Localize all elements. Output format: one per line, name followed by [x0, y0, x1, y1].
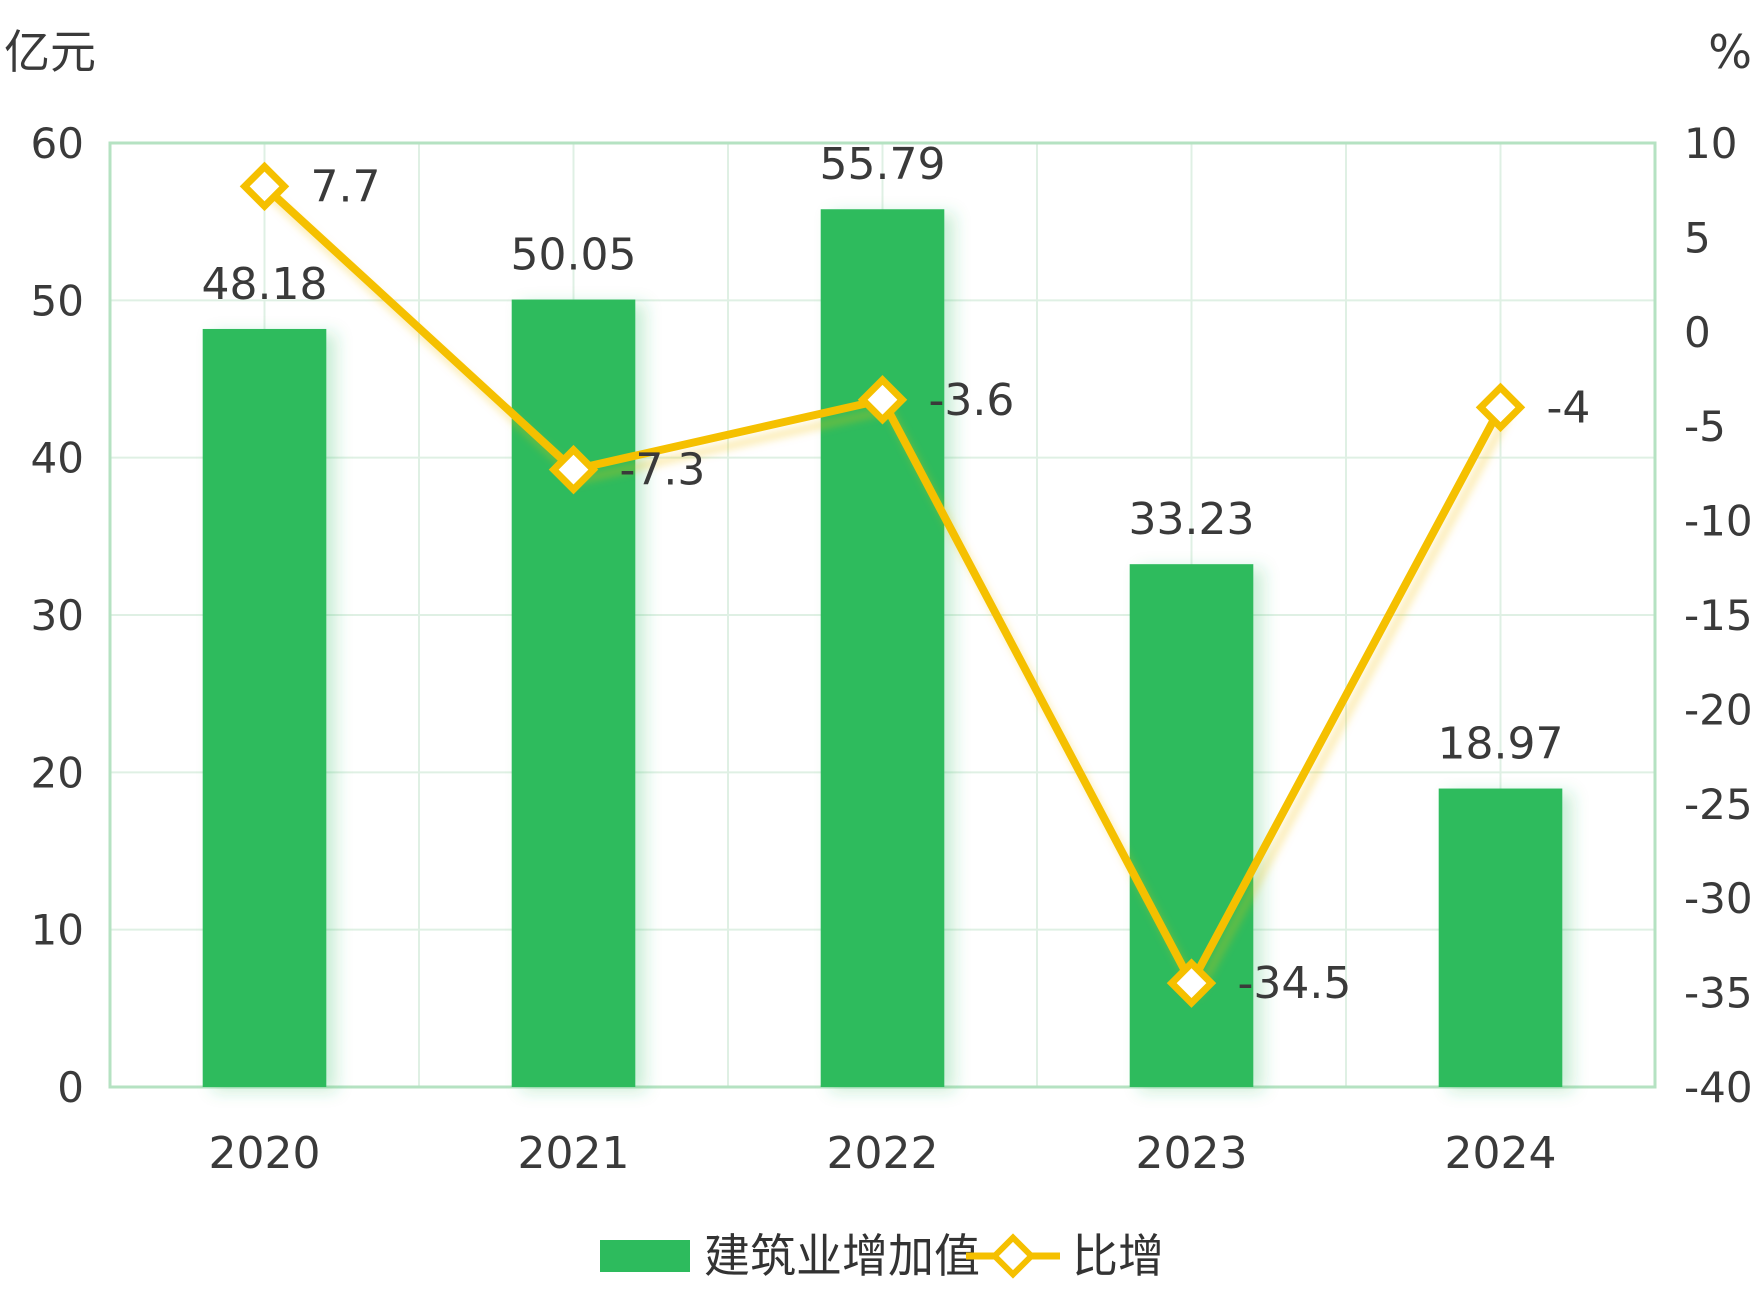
right-y-tick-label: -35: [1684, 969, 1753, 1018]
line-value-label: -34.5: [1238, 958, 1352, 1009]
legend: 建筑业增加值 比增: [600, 1229, 1164, 1283]
right-y-tick-label: 5: [1684, 213, 1711, 262]
left-y-tick-label: 30: [31, 591, 84, 640]
line-series: [239, 161, 1526, 1008]
bar: [511, 299, 636, 1088]
right-y-tick-label: 10: [1684, 119, 1737, 168]
right-y-tick-label: -10: [1684, 497, 1753, 546]
line-point-marker: [857, 375, 908, 425]
bar-value-label: 48.18: [202, 259, 328, 310]
left-y-tick-label: 60: [31, 119, 84, 168]
x-tick-label: 2020: [209, 1128, 321, 1179]
bar-value-label: 18.97: [1438, 719, 1564, 770]
data-labels: 48.18 50.05 55.79 33.23 18.97 7.7 -7.3 -3.6 -34.…: [202, 139, 1591, 1009]
line-value-label: 7.7: [311, 161, 381, 212]
right-y-tick-label: -15: [1684, 591, 1753, 640]
bar-value-label: 50.05: [511, 230, 637, 281]
left-y-tick-label: 50: [31, 276, 84, 325]
bar: [1129, 564, 1254, 1087]
bar-value-label: 55.79: [820, 139, 946, 190]
line-point-marker: [239, 161, 290, 212]
right-y-tick-label: -40: [1684, 1063, 1753, 1112]
right-y-tick-label: 0: [1684, 308, 1711, 357]
line-point-marker: [1166, 958, 1217, 1008]
bar-value-label: 33.23: [1129, 494, 1255, 545]
bars: [202, 209, 1563, 1088]
left-y-tick-label: 40: [31, 434, 84, 483]
axes: 0 10 20 30 40 50 60 -40 -35 -30 -25 -20 -15 -10 -5 0 5 10…: [31, 119, 1753, 1179]
left-axis-unit: 亿元: [4, 25, 96, 79]
left-y-tick-label: 0: [57, 1063, 84, 1112]
bar: [202, 328, 327, 1087]
x-tick-label: 2021: [518, 1128, 630, 1179]
legend-bar-label: 建筑业增加值: [704, 1229, 980, 1283]
right-y-tick-label: -20: [1684, 685, 1753, 734]
right-axis-unit: %: [1708, 25, 1752, 79]
right-y-tick-label: -30: [1684, 874, 1753, 923]
right-y-tick-label: -25: [1684, 780, 1753, 829]
x-tick-label: 2023: [1136, 1128, 1248, 1179]
left-y-tick-label: 20: [31, 748, 84, 797]
legend-diamond-marker: [990, 1233, 1036, 1279]
line-value-label: -3.6: [929, 375, 1015, 426]
line-point-marker: [1475, 382, 1526, 433]
left-y-tick-label: 10: [31, 906, 84, 955]
line-point-marker: [548, 444, 599, 495]
bar: [1438, 788, 1563, 1087]
right-y-tick-label: -5: [1684, 402, 1726, 451]
line-value-label: -7.3: [620, 445, 706, 496]
line-value-label: -4: [1547, 382, 1591, 433]
x-tick-label: 2024: [1445, 1128, 1557, 1179]
legend-bar-swatch: [600, 1240, 690, 1272]
legend-line-label: 比增: [1072, 1229, 1164, 1283]
bar: [820, 209, 945, 1088]
x-tick-label: 2022: [827, 1128, 939, 1179]
